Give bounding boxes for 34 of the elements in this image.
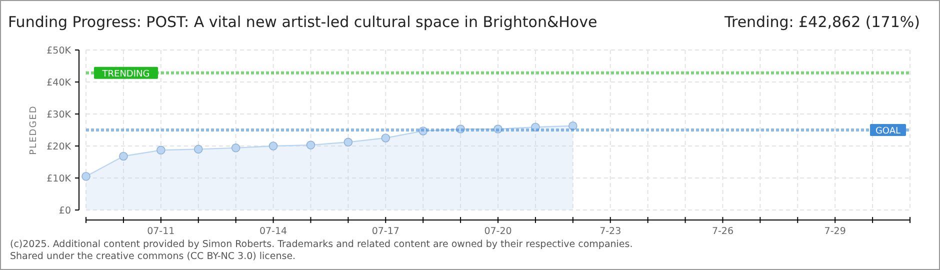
x-tick-label: 7-26	[712, 226, 734, 237]
text: Shared under the creative commons (CC BY-NC 3.0) license.	[10, 251, 296, 262]
chart-subtitle: Trending: £42,862 (171%)	[724, 13, 920, 31]
chart-title: Funding Progress: POST: A vital new artist-led cultural space in Brighton&Hove	[8, 13, 598, 31]
y-tick-label: £20K	[46, 142, 72, 152]
point	[568, 121, 578, 130]
point	[456, 124, 465, 134]
point	[531, 122, 540, 132]
y-tick-label: £50K	[46, 46, 72, 56]
point	[344, 138, 353, 147]
point	[82, 172, 90, 181]
point	[418, 126, 428, 136]
point	[194, 144, 203, 154]
y-tick-label: £40K	[46, 78, 72, 88]
text: (c)2025. Additional content provided by Simon Roberts. Trademarks and related content are owned by their respective companies.	[10, 239, 633, 250]
point	[119, 152, 128, 161]
x-tick-label: 07-14	[259, 226, 288, 237]
x-tick-label: 07-17	[372, 226, 400, 237]
point	[231, 144, 240, 152]
point	[306, 140, 316, 150]
y-axis-title: PLEDGED	[29, 105, 39, 155]
ref-line-label: TRENDING	[101, 69, 150, 80]
y-tick-label: £10K	[46, 174, 72, 184]
x-tick-label: 7-23	[600, 226, 622, 237]
point	[381, 134, 390, 142]
x-tick-label: 07-11	[147, 226, 175, 237]
y-tick-label: £0	[58, 206, 71, 216]
ref-line-label: GOAL	[875, 126, 901, 136]
x-tick-label: 07-20	[484, 226, 512, 237]
y-tick-label: £30K	[46, 110, 72, 120]
x-tick-label: 7-29	[824, 226, 846, 237]
point	[268, 142, 278, 150]
point	[494, 124, 502, 134]
point	[156, 146, 166, 155]
